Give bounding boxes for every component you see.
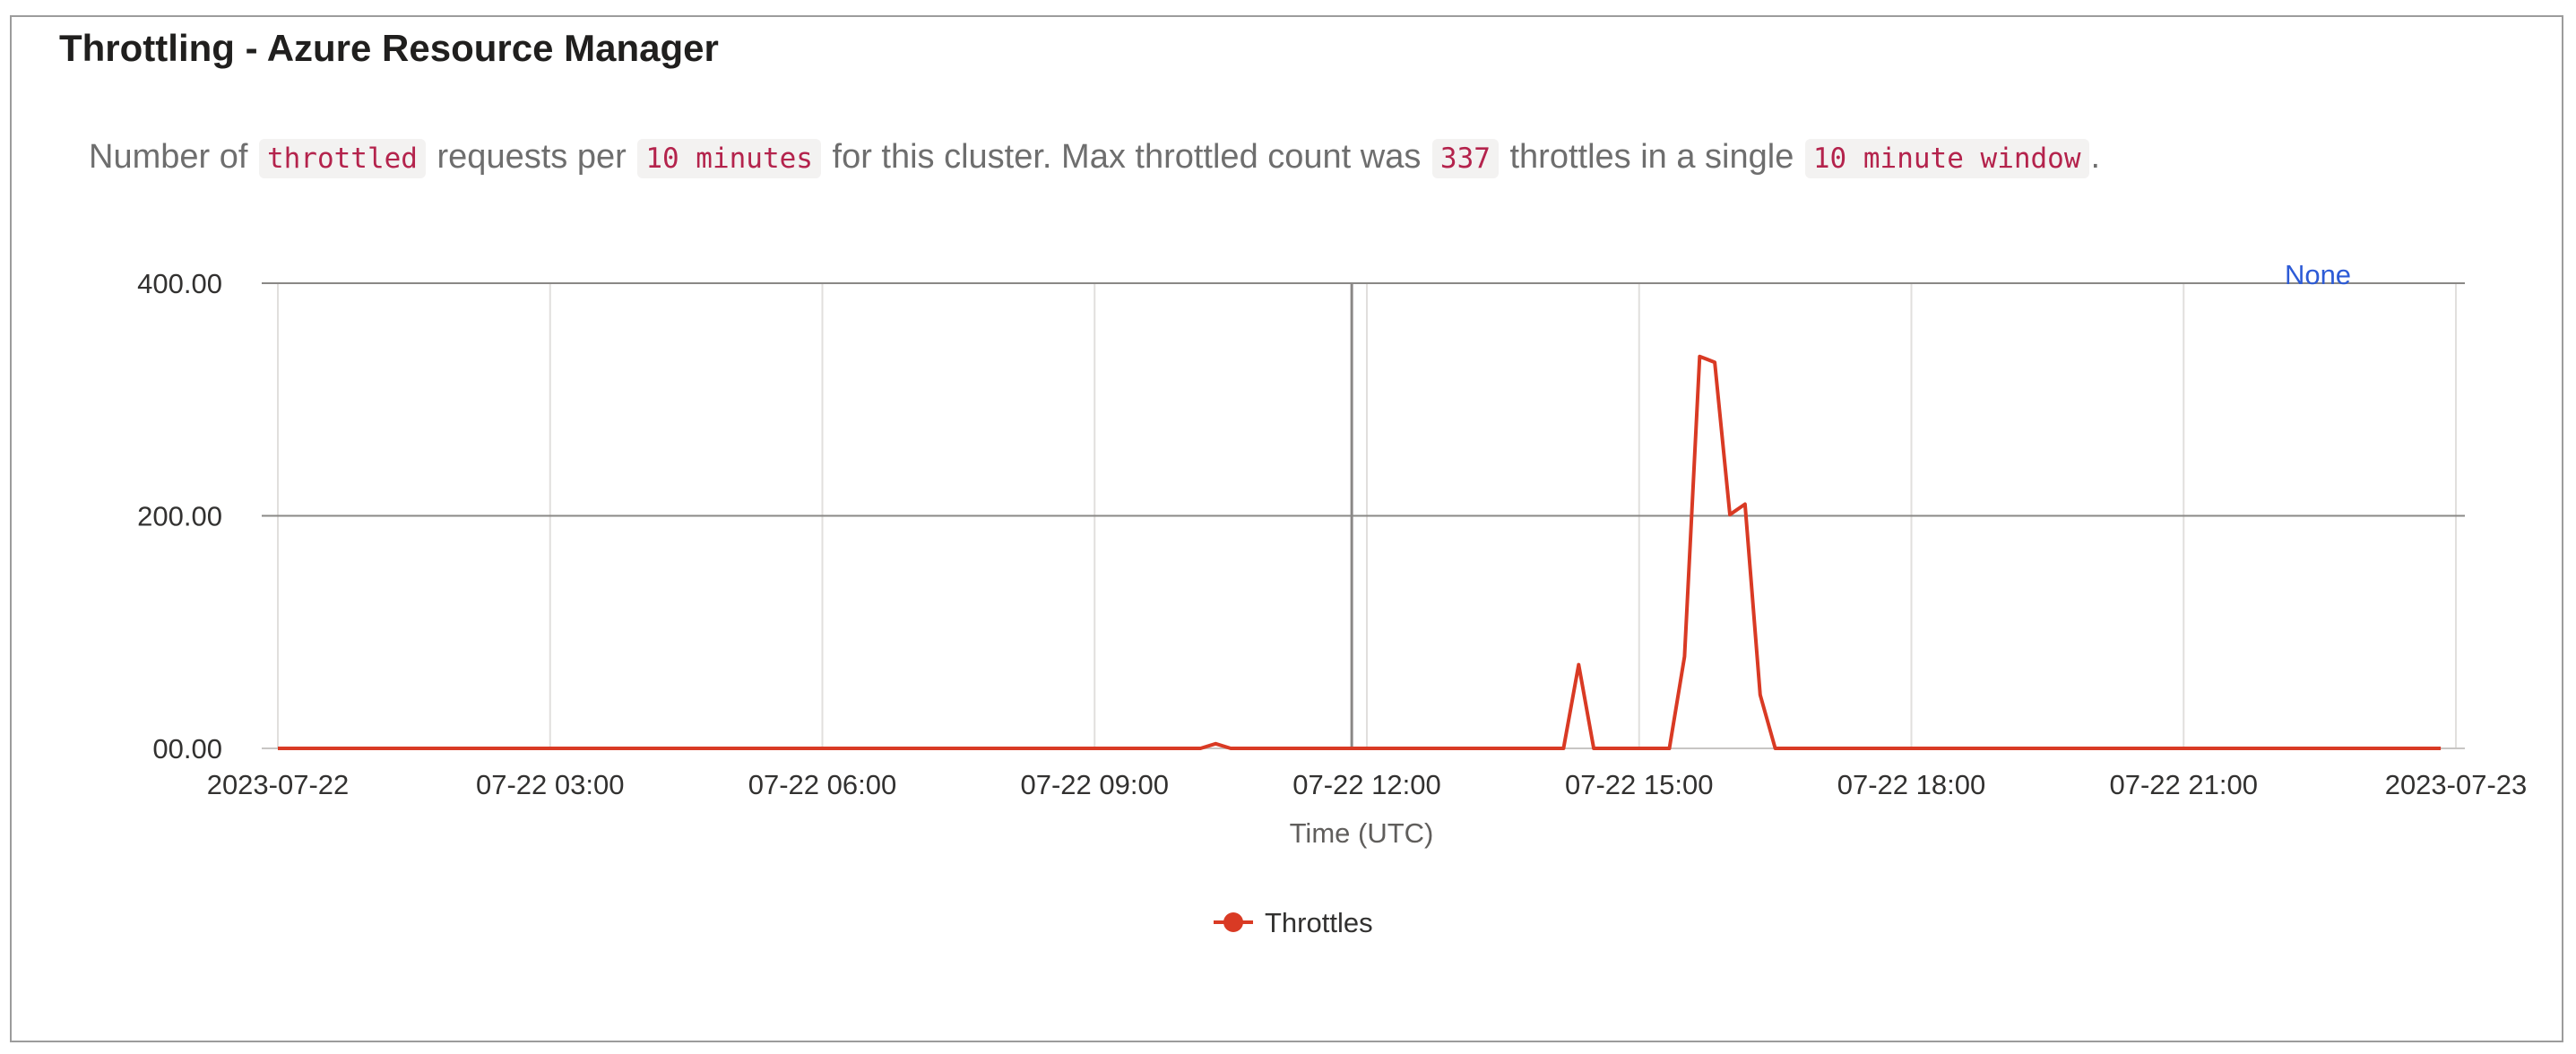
x-tick-label: 07-22 12:00: [1292, 769, 1440, 800]
legend-item-throttles[interactable]: Throttles: [1265, 907, 1373, 938]
y-tick-label: 400.00: [137, 268, 222, 299]
inline-code: 10 minute window: [1804, 139, 2089, 178]
series-line-throttles[interactable]: [278, 354, 2442, 750]
x-tick-label: 2023-07-22: [207, 769, 350, 800]
y-tick-label: 00.00: [152, 733, 222, 765]
x-tick-label: 07-22 03:00: [476, 769, 624, 800]
inline-code: 10 minutes: [637, 139, 821, 178]
x-tick-label: 07-22 18:00: [1837, 769, 1985, 800]
description-text: .: [2090, 138, 2101, 176]
x-tick-label: 07-22 06:00: [748, 769, 896, 800]
card-title: Throttling - Azure Resource Manager: [59, 27, 719, 69]
legend-dot-marker: [1223, 912, 1243, 932]
description-text: Number of: [89, 138, 248, 176]
none-label[interactable]: None: [2285, 259, 2351, 290]
x-tick-label: 07-22 21:00: [2110, 769, 2258, 800]
chart-description: Number of throttled requests per 10 minu…: [89, 133, 2100, 183]
chart-card: [10, 15, 2563, 1042]
description-text: throttles in a single: [1509, 138, 1794, 176]
inline-code: throttled: [258, 139, 426, 178]
inline-code: 337: [1431, 139, 1499, 178]
y-tick-label: 200.00: [137, 501, 222, 532]
x-axis-title: Time (UTC): [1290, 817, 1434, 849]
x-tick-label: 07-22 09:00: [1021, 769, 1169, 800]
description-text: for this cluster. Max throttled count wa…: [832, 138, 1422, 176]
description-text: requests per: [437, 138, 627, 176]
x-tick-label: 2023-07-23: [2385, 769, 2528, 800]
x-tick-label: 07-22 15:00: [1565, 769, 1713, 800]
